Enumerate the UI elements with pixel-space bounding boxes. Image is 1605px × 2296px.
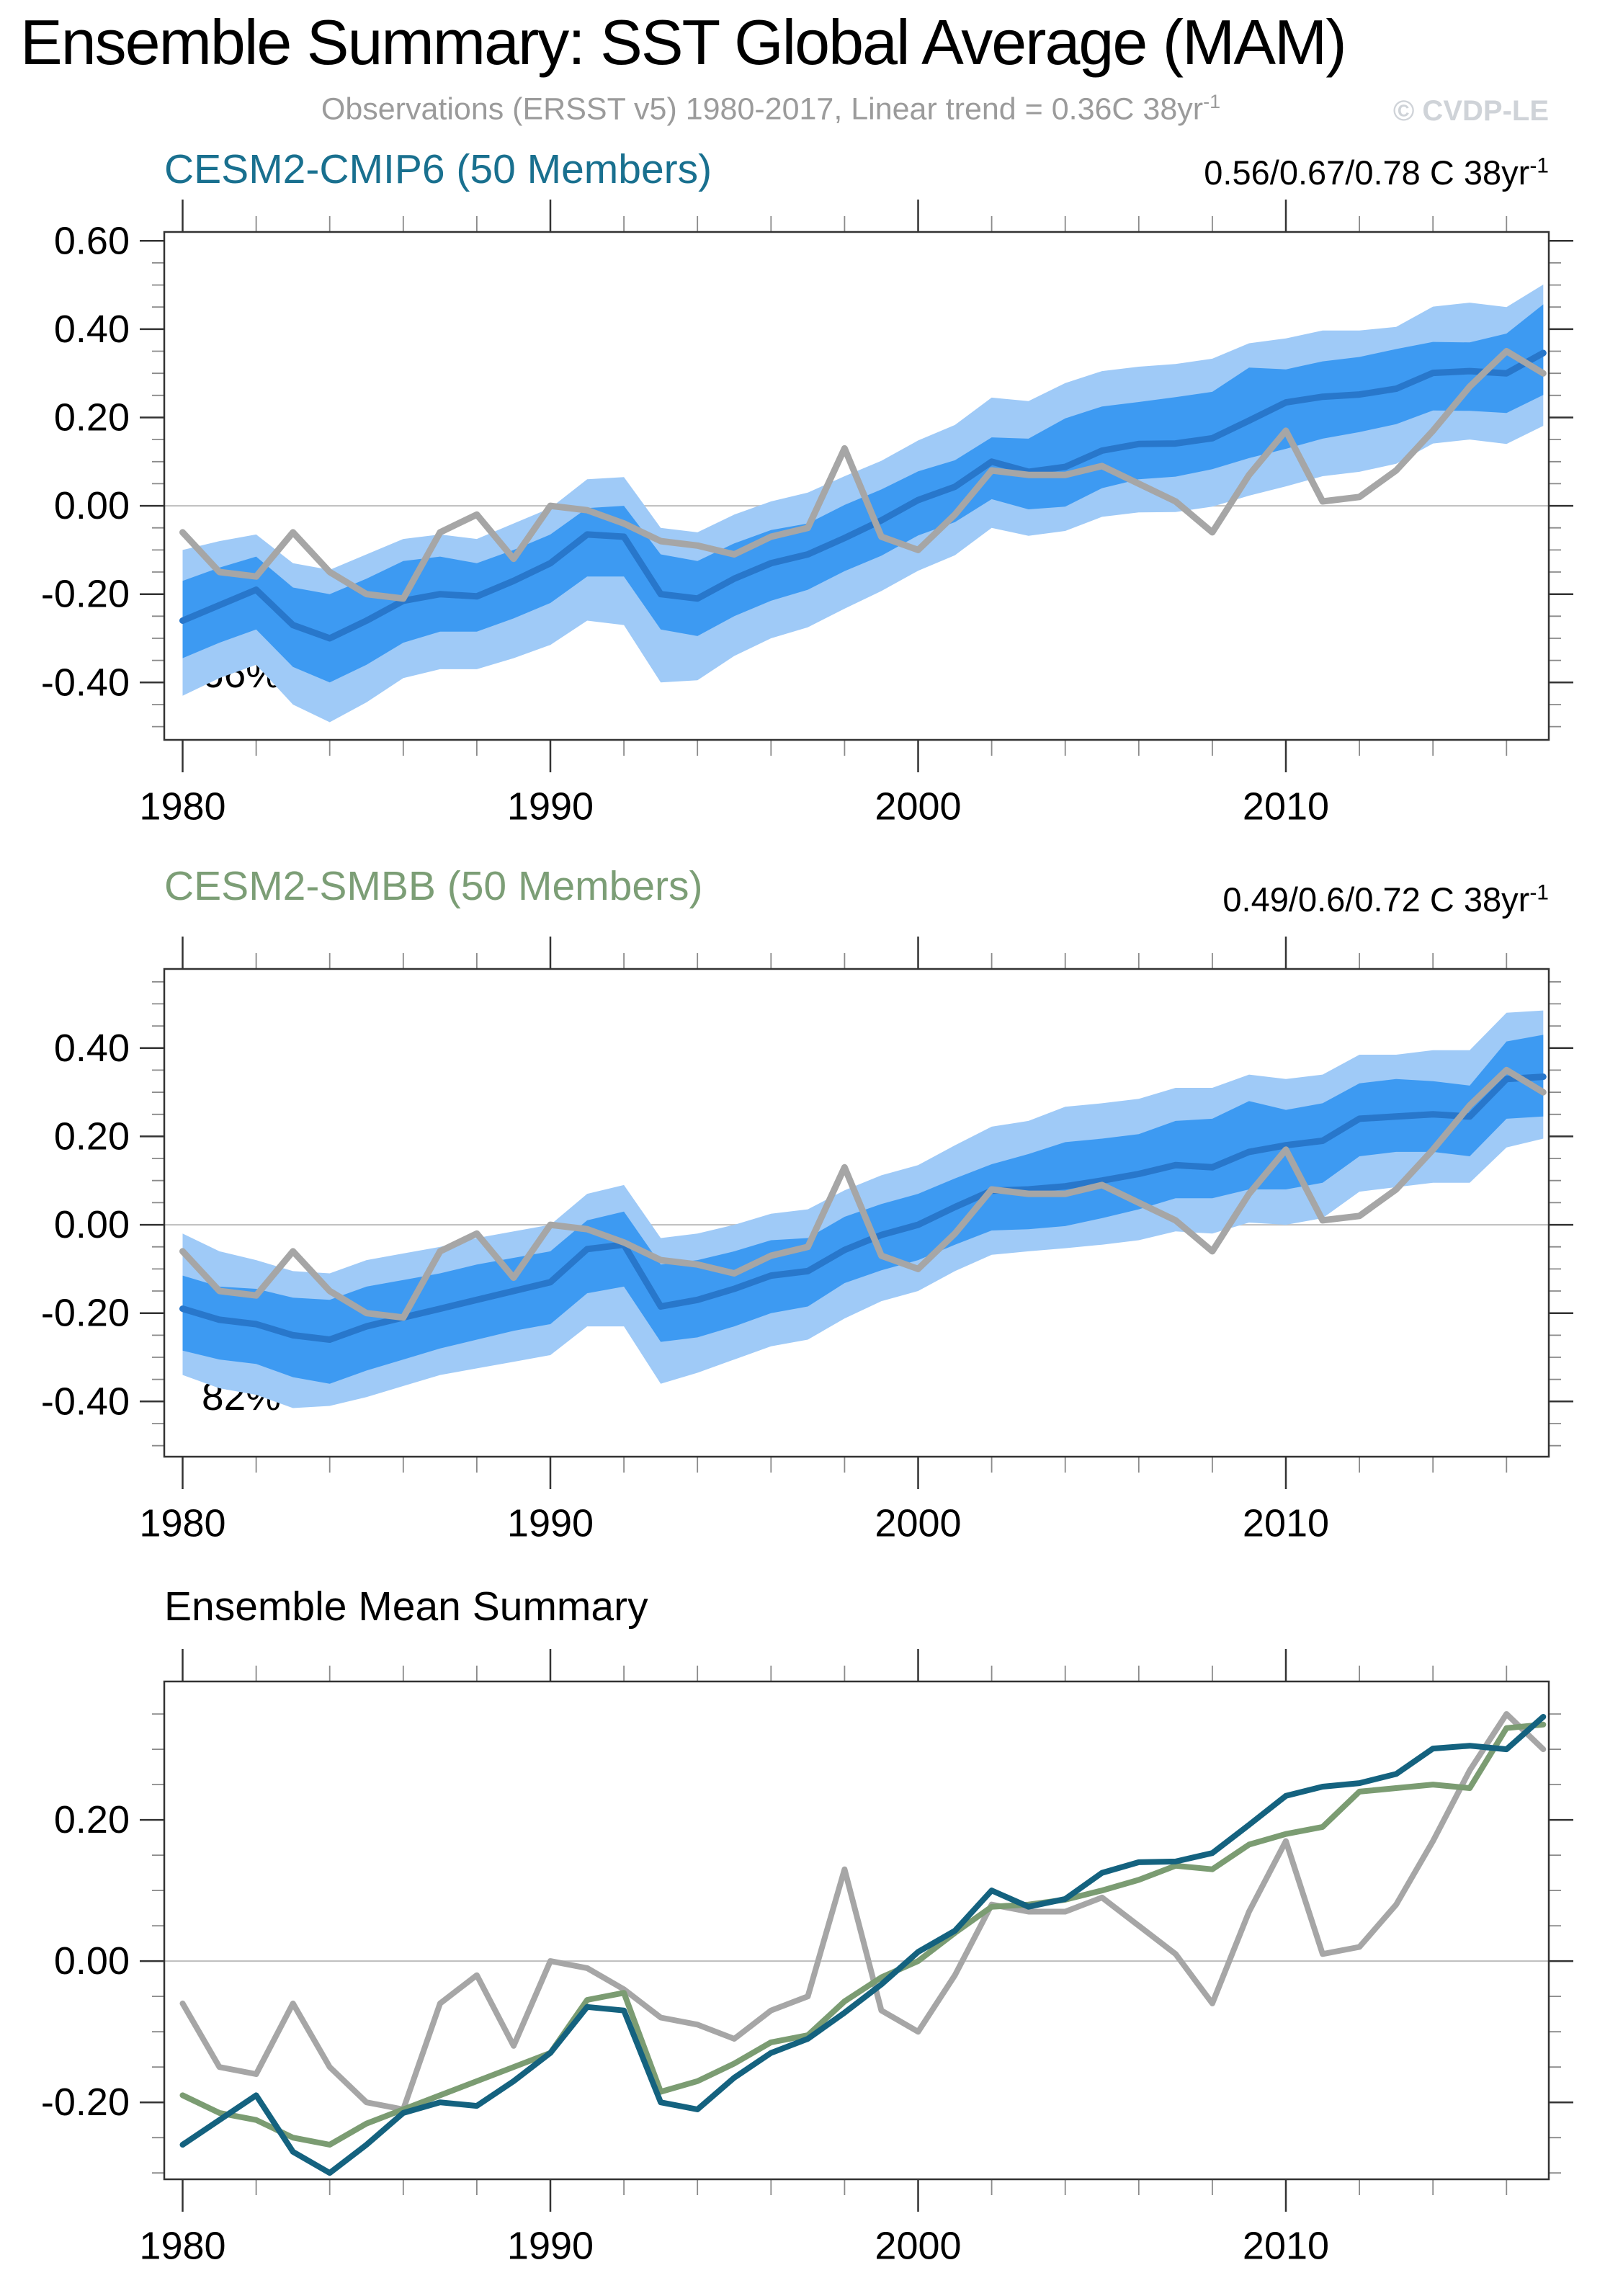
cesm2-cmip6-ensemble-mean-line <box>179 349 1547 642</box>
y-tick-label: -0.20 <box>41 2081 130 2124</box>
y-tick-label: 0.40 <box>54 1027 130 1070</box>
x-tick-label: 2010 <box>1243 2224 1329 2267</box>
y-tick-label: 0.00 <box>54 1939 130 1983</box>
y-tick-label: -0.40 <box>41 1380 130 1423</box>
plot-frame <box>163 231 1550 741</box>
x-tick-label: 1990 <box>507 785 594 828</box>
trend-superscript: -1 <box>1529 153 1549 178</box>
y-tick-label: 0.20 <box>54 396 130 439</box>
y-tick-label: 0.00 <box>54 1203 130 1246</box>
trend-superscript: -1 <box>1529 880 1549 905</box>
trend-label-cesm2-cmip6: 0.56/0.67/0.78 C 38yr-1 <box>1204 153 1549 192</box>
panel-title-cesm2-smbb: CESM2-SMBB (50 Members) <box>164 863 703 909</box>
x-tick-label: 1980 <box>139 2224 225 2267</box>
ensemble-spread-inner-band <box>182 1035 1544 1384</box>
plot-frame <box>163 968 1550 1458</box>
cesm2-smbb-ensemble-mean-line <box>179 1073 1547 1343</box>
plot-frame <box>163 1680 1550 2181</box>
subtitle-text: Observations (ERSST v5) 1980-2017, Linea… <box>321 91 1204 127</box>
panel-title-cesm2-cmip6: CESM2-CMIP6 (50 Members) <box>164 146 712 192</box>
y-tick-label: 0.20 <box>54 1798 130 1841</box>
x-tick-label: 2010 <box>1243 785 1329 828</box>
x-tick-label: 2000 <box>875 2224 961 2267</box>
x-tick-label: 1990 <box>507 1501 594 1545</box>
y-tick-label: 0.20 <box>54 1115 130 1158</box>
panel-cesm2-smbb: 1980 1990 2000 2010 -0.40 -0.20 0.00 0.20 0.40 <box>41 937 1573 1545</box>
x-tick-label: 1980 <box>139 785 225 828</box>
y-tick-label: -0.40 <box>41 661 130 704</box>
observations-subtitle: Observations (ERSST v5) 1980-2017, Linea… <box>0 91 1542 127</box>
y-tick-label: -0.20 <box>41 1292 130 1335</box>
trend-text: 0.49/0.6/0.72 C 38yr <box>1222 880 1530 919</box>
panel-ensemble-mean-summary: 1980 1990 2000 2010 -0.20 0.00 0.20 <box>41 1649 1573 2267</box>
y-tick-label: -0.20 <box>41 573 130 616</box>
y-tick-label: 0.00 <box>54 484 130 527</box>
observations-ersst-v5--line <box>179 1066 1547 1321</box>
trend-label-cesm2-smbb: 0.49/0.6/0.72 C 38yr-1 <box>1222 880 1549 919</box>
page-title: Ensemble Summary: SST Global Average (MA… <box>20 6 1347 78</box>
trend-text: 0.56/0.67/0.78 C 38yr <box>1204 153 1530 192</box>
ensemble-spread-inner-band <box>182 304 1544 683</box>
x-tick-label: 2000 <box>875 785 961 828</box>
x-tick-label: 2010 <box>1243 1501 1329 1545</box>
observations-ersst-v5--line <box>179 348 1547 602</box>
subtitle-superscript: -1 <box>1203 91 1221 112</box>
x-tick-label: 2000 <box>875 1501 961 1545</box>
panel-cesm2-cmip6: 1980 1990 2000 2010 -0.40 -0.20 0.00 0.20 0.40 0.… <box>41 200 1573 828</box>
observations-ersst-v5--line <box>179 1711 1547 2112</box>
cvdp-le-watermark: © CVDP-LE <box>1392 95 1549 127</box>
x-tick-label: 1980 <box>139 1501 225 1545</box>
cesm2-cmip6-ensemble-mean-line <box>179 1714 1547 2176</box>
x-tick-label: 1990 <box>507 2224 594 2267</box>
panel-title-ensemble-mean-summary: Ensemble Mean Summary <box>164 1583 648 1630</box>
y-tick-label: 0.40 <box>54 308 130 351</box>
y-tick-label: 0.60 <box>54 219 130 262</box>
cesm2-smbb-ensemble-mean-line <box>179 1721 1547 2148</box>
